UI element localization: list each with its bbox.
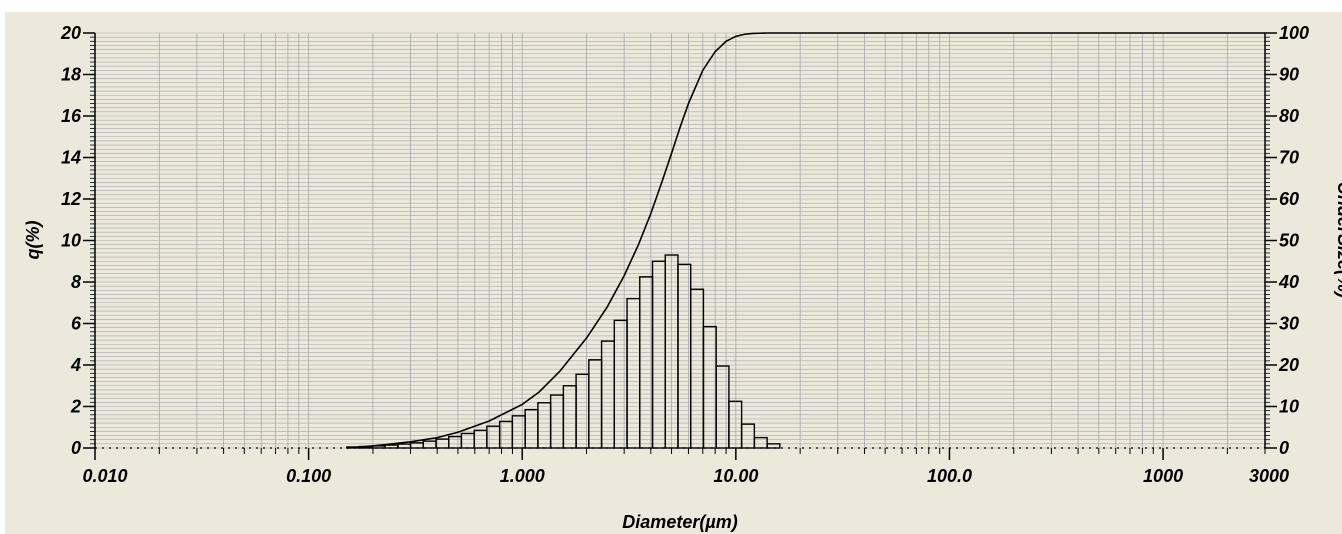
y-tick-label: 0 — [71, 438, 81, 458]
grid — [94, 32, 1266, 449]
y-tick-label: 18 — [61, 65, 81, 85]
cumulative-undersize-curve — [346, 32, 1265, 449]
x-tick-label: 3000 — [1249, 466, 1289, 486]
x-tick-label: 1000 — [1143, 466, 1183, 486]
x-tick-label: 10.00 — [713, 466, 758, 486]
y-tick-label: 2 — [70, 397, 81, 417]
y-tick-label: 12 — [61, 189, 81, 209]
y-tick-label: 6 — [71, 314, 82, 334]
y2-tick-label: 50 — [1279, 231, 1299, 251]
y2-tick-label: 0 — [1279, 438, 1289, 458]
y-tick-label: 4 — [70, 355, 81, 375]
y-axis-label: q(%) — [23, 221, 43, 260]
histogram-bar — [766, 443, 781, 449]
y-tick-label: 14 — [61, 148, 81, 168]
x-tick-label: 0.100 — [286, 466, 331, 486]
y2-tick-label: 20 — [1278, 355, 1299, 375]
y2-axis-label: UnderSize(%) — [1334, 182, 1342, 298]
y-tick-label: 20 — [60, 23, 81, 43]
y2-tick-label: 40 — [1278, 272, 1299, 292]
y-tick-label: 16 — [61, 106, 82, 126]
x-axis-label: Diameter(µm) — [622, 512, 737, 532]
y2-tick-label: 90 — [1279, 65, 1299, 85]
y2-tick-label: 70 — [1279, 148, 1299, 168]
tick-labels: 0246810121416182001020304050607080901000… — [60, 23, 1309, 486]
y2-tick-label: 30 — [1279, 314, 1299, 334]
y2-tick-label: 60 — [1279, 189, 1299, 209]
x-tick-label: 100.0 — [927, 466, 972, 486]
chart-background — [5, 12, 1342, 534]
axes — [83, 32, 1277, 460]
y-tick-label: 10 — [61, 231, 81, 251]
y2-tick-label: 10 — [1279, 397, 1299, 417]
y2-tick-label: 80 — [1279, 106, 1299, 126]
y2-tick-label: 100 — [1279, 23, 1309, 43]
y-tick-label: 8 — [71, 272, 81, 292]
x-tick-label: 0.010 — [82, 466, 127, 486]
x-tick-label: 1.000 — [500, 466, 545, 486]
